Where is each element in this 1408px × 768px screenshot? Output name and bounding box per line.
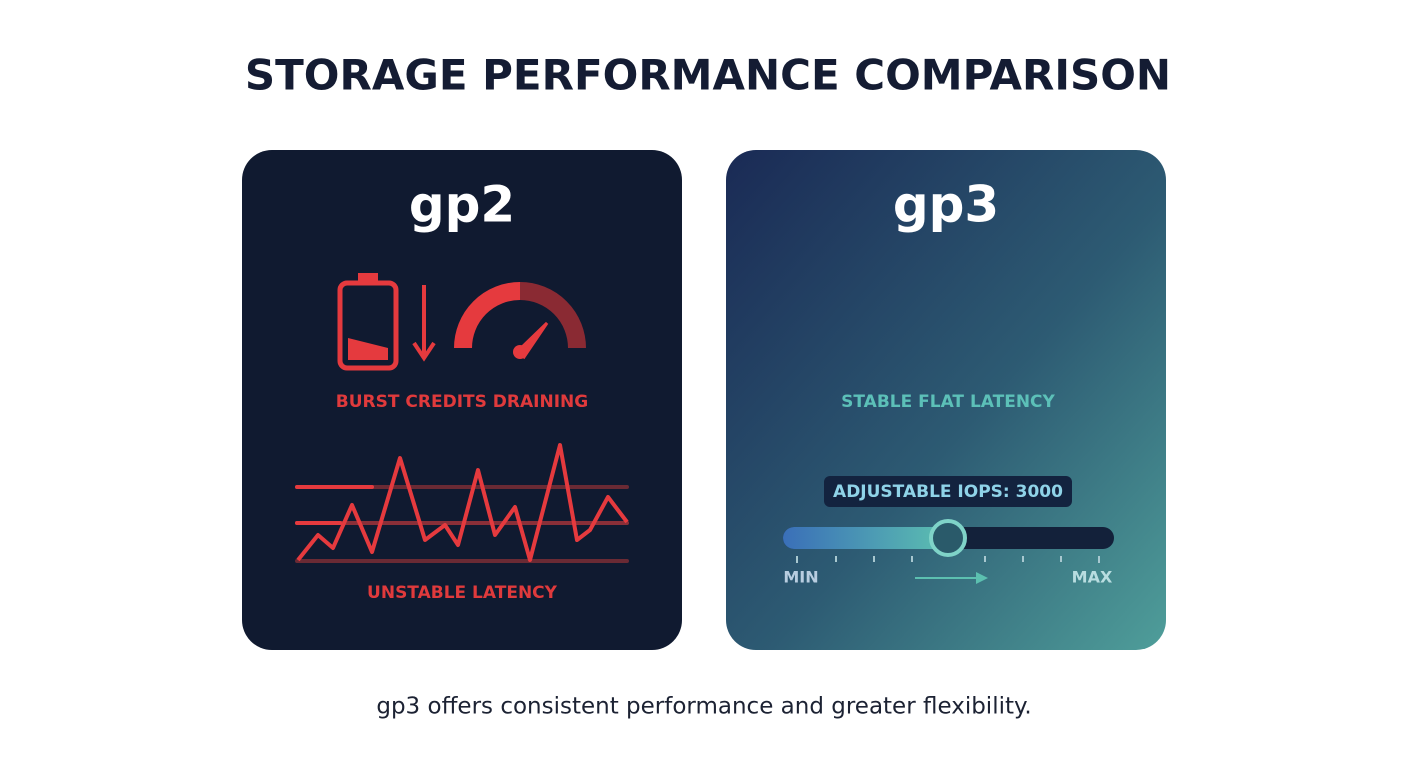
slider-min: MIN	[783, 568, 818, 587]
badge	[824, 476, 1072, 507]
title: STORAGE PERFORMANCE COMPARISON	[245, 51, 1171, 100]
slider-arrow	[915, 572, 988, 584]
gp3-card	[726, 150, 1166, 650]
card-label: BURST CREDITS DRAINING	[336, 392, 588, 412]
latency-zigzag	[296, 443, 629, 562]
slider-max: MAX	[1072, 568, 1113, 587]
battery-icon	[337, 273, 399, 371]
card-label: STABLE FLAT LATENCY	[841, 392, 1055, 412]
flat-latency-lines	[783, 294, 1114, 372]
slider-fill	[783, 527, 949, 549]
speedometer	[454, 282, 586, 360]
slider-ticks	[796, 556, 1100, 563]
caption: gp3 offers consistent performance and gr…	[376, 694, 1031, 720]
badge-text: ADJUSTABLE IOPS: 3000	[833, 482, 1063, 502]
card-label: UNSTABLE LATENCY	[367, 583, 558, 603]
slider-knob	[929, 519, 967, 557]
card-title: gp3	[893, 176, 999, 234]
card-title: gp2	[409, 176, 515, 234]
down-arrow	[412, 285, 436, 362]
